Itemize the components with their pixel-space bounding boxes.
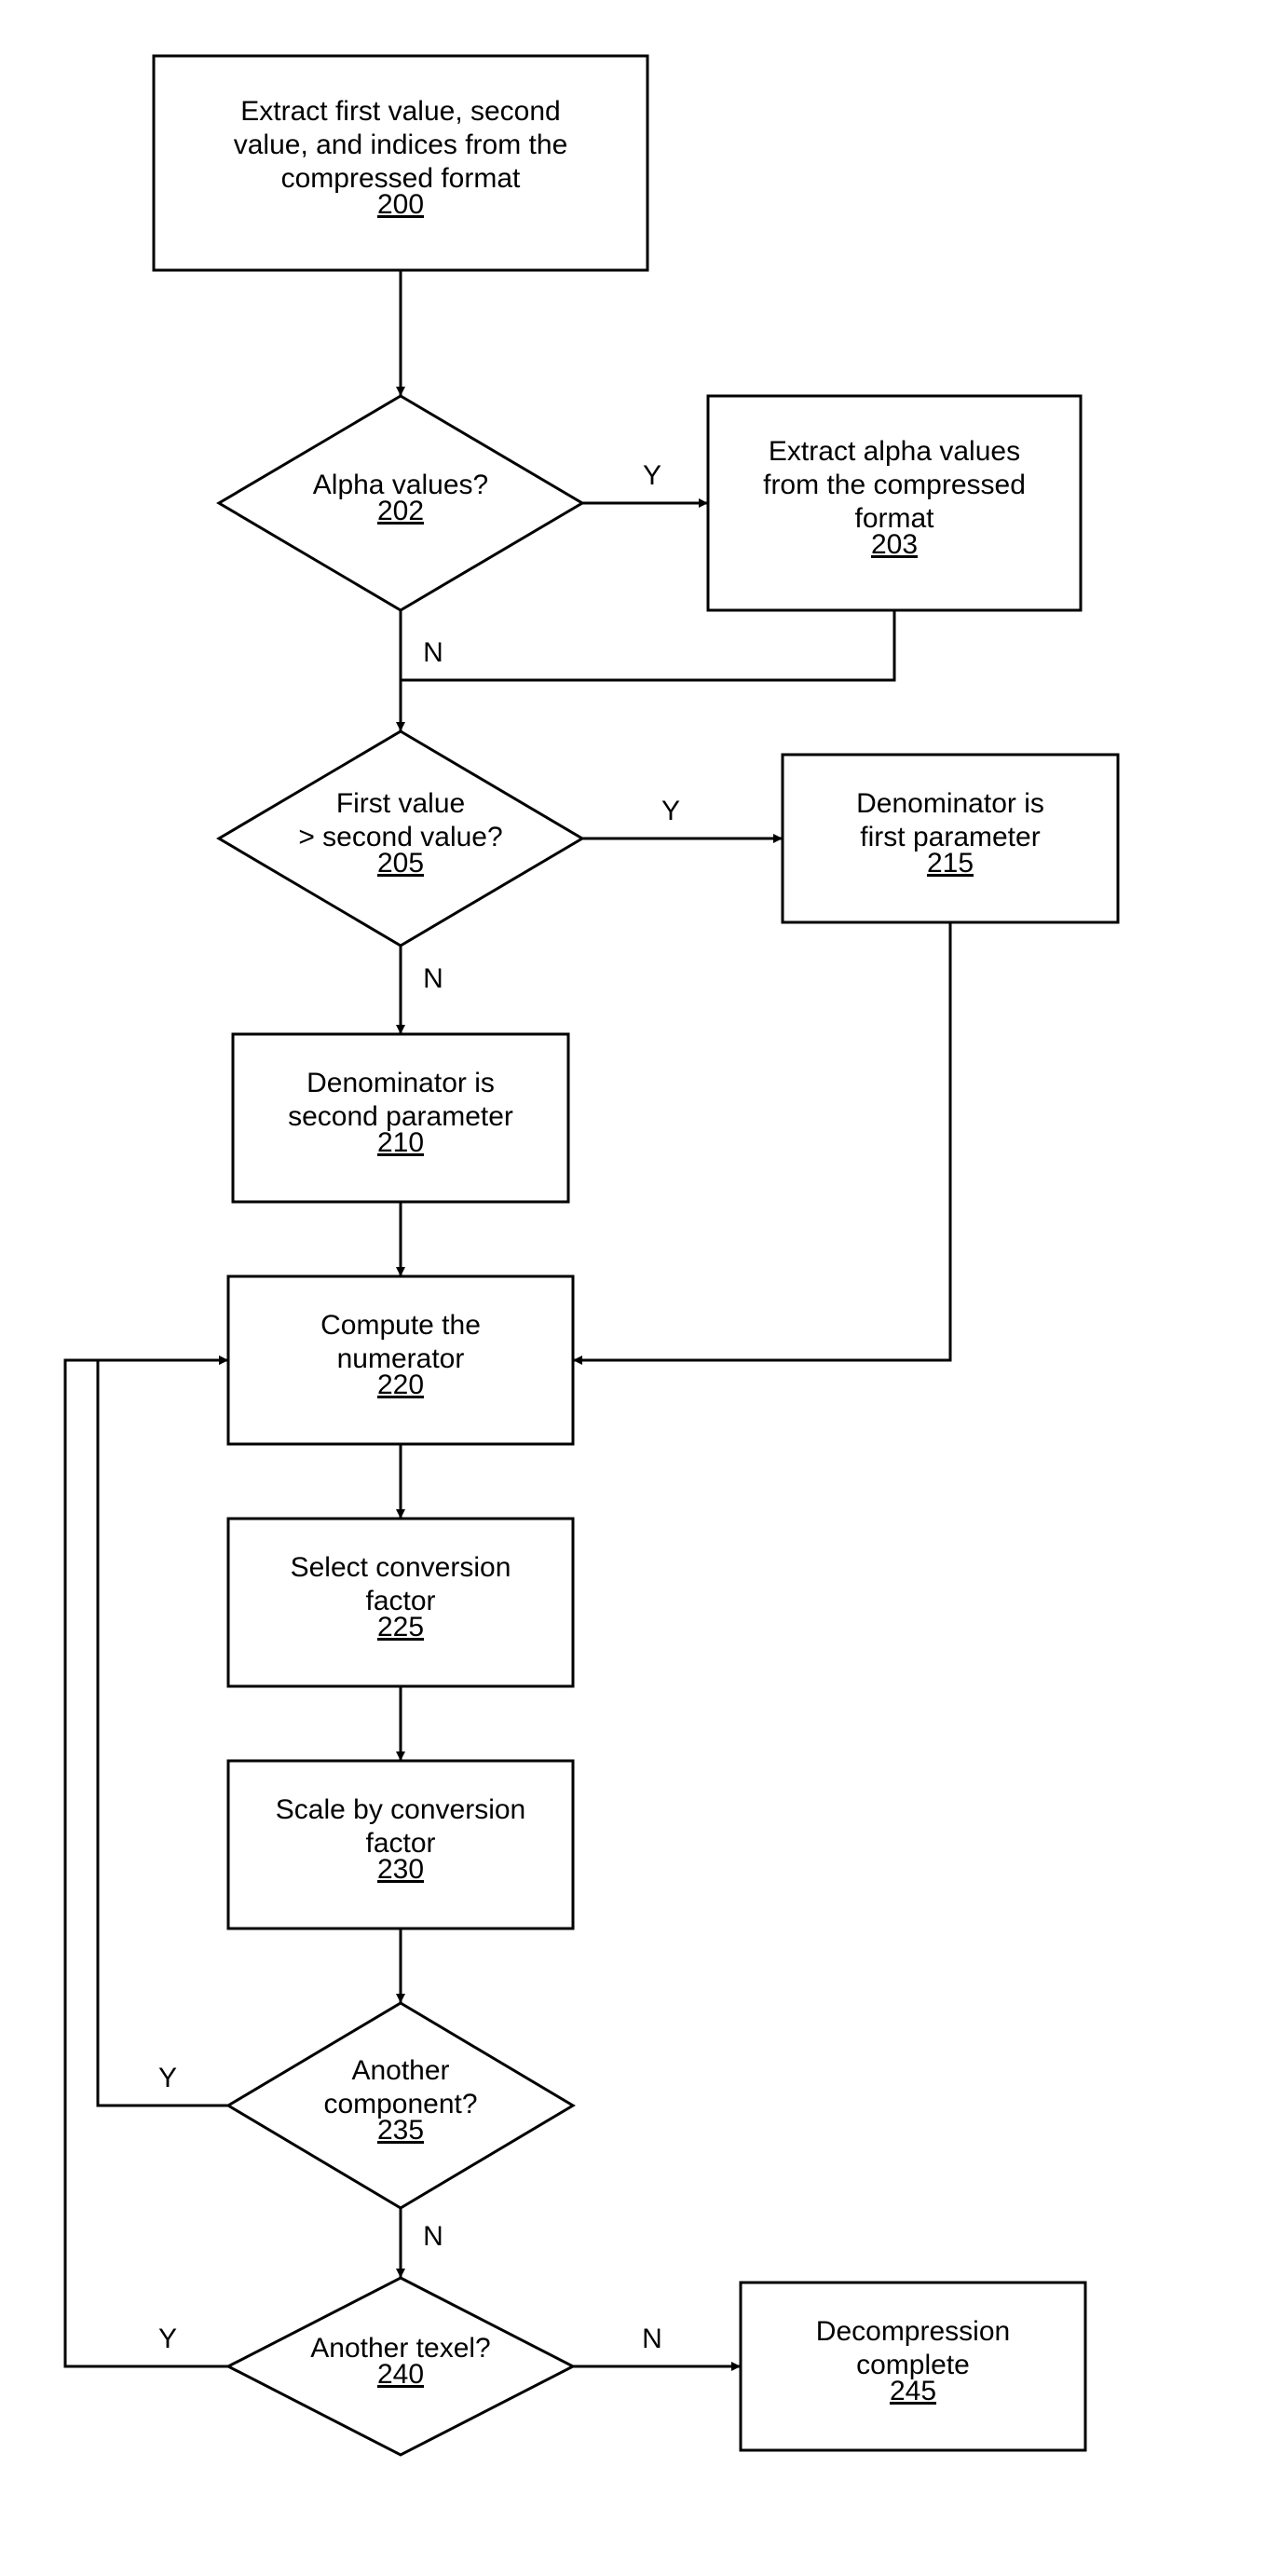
edge-label: N	[423, 637, 443, 668]
edge: N	[401, 2208, 443, 2278]
node-text: Extract first value, second	[240, 96, 560, 127]
edge-label: Y	[643, 460, 661, 491]
node-ref: 202	[377, 496, 424, 526]
node-ref: 235	[377, 2115, 424, 2146]
node-ref: 205	[377, 848, 424, 879]
node-ref: 230	[377, 1854, 424, 1885]
edge-label: Y	[158, 2324, 177, 2354]
edge	[573, 922, 950, 1360]
node-text: Select conversion	[291, 1552, 511, 1583]
flowchart-node-235: Anothercomponent?235	[228, 2003, 573, 2208]
edge-label: Y	[661, 796, 680, 826]
flowchart-node-200: Extract first value, secondvalue, and in…	[154, 56, 647, 270]
flowchart-node-210: Denominator issecond parameter210	[233, 1034, 568, 1202]
node-text: Another	[351, 2055, 449, 2086]
node-text: Scale by conversion	[276, 1794, 525, 1825]
flowchart-node-230: Scale by conversionfactor230	[228, 1761, 573, 1929]
node-ref: 200	[377, 189, 424, 220]
node-ref: 220	[377, 1370, 424, 1400]
node-text: First value	[336, 788, 465, 819]
flowchart-node-245: Decompressioncomplete245	[741, 2283, 1085, 2450]
edge: N	[401, 946, 443, 1034]
edge: Y	[582, 460, 708, 503]
node-text: Extract alpha values	[769, 436, 1020, 467]
node-text: from the compressed	[763, 470, 1026, 500]
node-text: Compute the	[320, 1310, 481, 1341]
node-ref: 215	[927, 848, 974, 879]
edge: Y	[582, 796, 783, 838]
node-text: Decompression	[816, 2316, 1010, 2347]
edge-label: N	[423, 963, 443, 994]
edge-label: N	[642, 2324, 662, 2354]
node-ref: 210	[377, 1127, 424, 1158]
edge-label: Y	[158, 2063, 177, 2093]
edge: Y	[98, 1360, 228, 2106]
edge: N	[573, 2324, 741, 2366]
node-ref: 245	[890, 2376, 936, 2406]
edge: Y	[65, 1360, 228, 2366]
node-ref: 203	[871, 529, 918, 560]
node-text: Denominator is	[307, 1068, 495, 1098]
flowchart-node-220: Compute thenumerator220	[228, 1276, 573, 1444]
edge	[401, 610, 894, 680]
node-ref: 225	[377, 1612, 424, 1642]
flowchart-node-202: Alpha values?202	[219, 396, 582, 610]
node-text: Denominator is	[856, 788, 1044, 819]
flowchart-node-225: Select conversionfactor225	[228, 1519, 573, 1686]
node-text: value, and indices from the	[234, 129, 568, 160]
flowchart-node-240: Another texel?240	[228, 2278, 573, 2455]
edge-label: N	[423, 2221, 443, 2252]
flowchart-node-215: Denominator isfirst parameter215	[783, 755, 1118, 922]
edge: N	[401, 610, 443, 731]
flowchart-node-203: Extract alpha valuesfrom the compressedf…	[708, 396, 1081, 610]
node-ref: 240	[377, 2359, 424, 2390]
flowchart-node-205: First value> second value?205	[219, 731, 582, 946]
